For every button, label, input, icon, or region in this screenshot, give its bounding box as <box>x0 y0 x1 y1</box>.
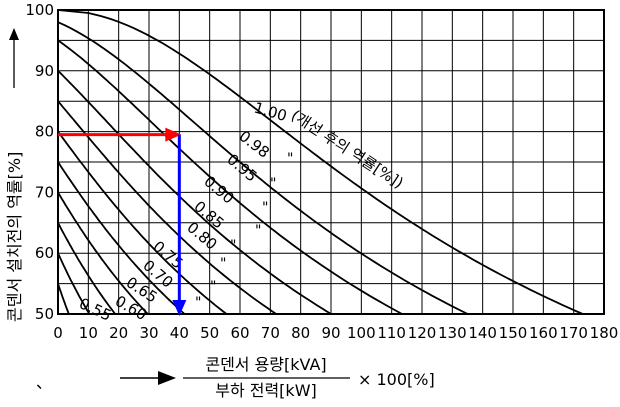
ditto-mark: " <box>262 200 268 216</box>
y-tick-label: 70 <box>35 183 54 201</box>
ditto-mark: " <box>195 295 201 311</box>
x-tick-label: 50 <box>200 324 219 342</box>
axes: 0 10 20 30 40 50 60 70 80 90 100 110 120 130 140 150 160… <box>25 1 618 342</box>
y-tick-label: 100 <box>25 1 54 19</box>
y-axis-label-arrowhead <box>9 28 19 40</box>
red-arrowhead <box>165 127 182 142</box>
ditto-mark: " <box>220 256 226 272</box>
y-tick-label: 50 <box>35 305 54 323</box>
curve-0.90 <box>57 70 332 315</box>
x-tick-label: 120 <box>408 324 437 342</box>
x-tick-label: 30 <box>139 324 158 342</box>
curve-0.60 <box>57 252 91 315</box>
x-tick-label: 100 <box>347 324 376 342</box>
x-tick-label: 160 <box>529 324 558 342</box>
x-tick-label: 150 <box>499 324 528 342</box>
x-tick-label: 90 <box>321 324 340 342</box>
y-tick-label: 80 <box>35 123 54 141</box>
y-tick-label: 90 <box>35 62 54 80</box>
curve-0.70 <box>57 191 149 315</box>
ditto-mark: " <box>255 223 261 239</box>
x-axis-label-arrowhead <box>158 371 176 385</box>
y-tick-label: 60 <box>35 244 54 262</box>
x-axis-label-numerator: 콘덴서 용량[kVA] <box>205 355 326 374</box>
stray-mark: 、 <box>36 373 52 392</box>
x-tick-label: 70 <box>261 324 280 342</box>
curve-0.85 <box>57 100 277 315</box>
arrows <box>58 127 187 316</box>
curve-0.98 <box>57 21 469 315</box>
x-tick-label: 80 <box>291 324 310 342</box>
ditto-mark: " <box>230 238 236 254</box>
x-tick-label: 40 <box>170 324 189 342</box>
x-tick-label: 20 <box>109 324 128 342</box>
x-axis-label-suffix: × 100[%] <box>358 370 435 389</box>
curve-0.95 <box>57 39 403 315</box>
curve-0.80 <box>57 131 228 315</box>
x-tick-label: 130 <box>438 324 467 342</box>
curve-label-1.00: 1.00 <box>252 99 289 126</box>
y-axis-label: 콘덴서 설치전의 역률[%] <box>5 152 24 322</box>
x-tick-label: 140 <box>468 324 497 342</box>
curves <box>57 9 584 315</box>
curve-0.75 <box>57 161 186 315</box>
ditto-mark: " <box>287 151 293 167</box>
x-tick-label: 10 <box>79 324 98 342</box>
ditto-mark: " <box>270 176 276 192</box>
curve-0.65 <box>57 222 116 315</box>
curve-0.55 <box>57 283 70 315</box>
plot-frame <box>57 9 605 315</box>
x-tick-label: 170 <box>559 324 588 342</box>
x-tick-label: 0 <box>53 324 63 342</box>
curve-1.00 <box>57 9 584 315</box>
curve-label-0.55: 0.55 <box>76 294 114 324</box>
x-tick-label: 60 <box>230 324 249 342</box>
x-tick-label: 110 <box>377 324 406 342</box>
x-tick-label: 180 <box>590 324 619 342</box>
blue-arrowhead <box>172 300 187 316</box>
ditto-mark: " <box>210 279 216 295</box>
x-axis-label-denominator: 부하 전력[kW] <box>215 381 317 400</box>
